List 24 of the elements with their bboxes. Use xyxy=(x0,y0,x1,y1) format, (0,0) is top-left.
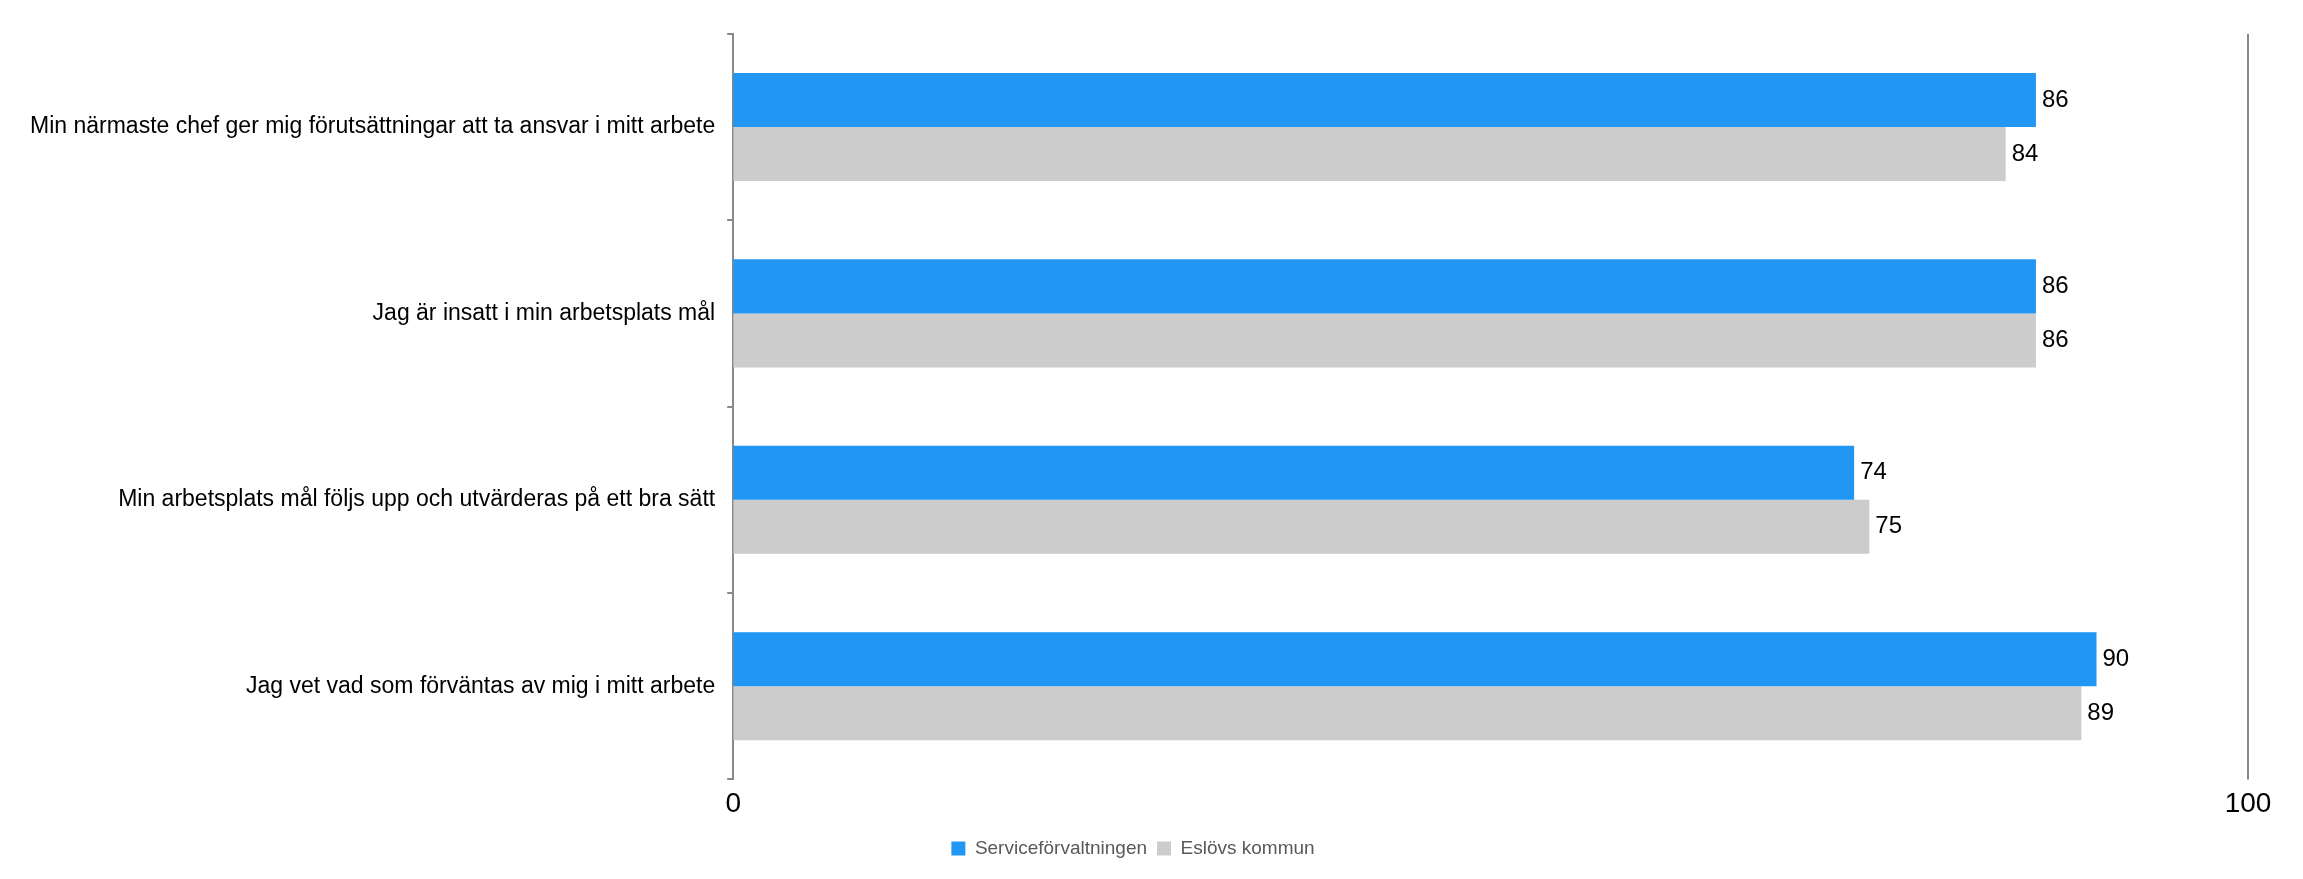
data-label: 86 xyxy=(2041,84,2069,112)
y-tick-label: Min närmaste chef ger mig förutsättningar att ta ansvar i mitt arbete xyxy=(29,112,716,139)
legend-label: Serviceförvaltningen xyxy=(974,836,1148,858)
y-tick-label: Jag är insatt i min arbetsplats mål xyxy=(372,298,716,325)
x-tick-label: 100 xyxy=(2224,786,2272,818)
data-label: 84 xyxy=(2011,138,2039,166)
data-label: 89 xyxy=(2087,697,2115,725)
x-tick-label: 0 xyxy=(725,786,741,818)
data-label: 86 xyxy=(2041,325,2069,353)
y-tick-label: Jag vet vad som förväntas av mig i mitt arbete xyxy=(246,671,716,698)
data-label: 75 xyxy=(1875,511,1902,539)
data-label: 90 xyxy=(2102,643,2130,671)
bar xyxy=(733,72,2036,127)
bar xyxy=(733,127,2006,182)
bar xyxy=(733,259,2036,314)
bar xyxy=(733,445,1855,500)
bar xyxy=(733,313,2036,368)
bar xyxy=(733,499,1870,554)
y-tick-label: Min arbetsplats mål följs upp och utvärderas på ett bra sätt xyxy=(118,485,716,512)
data-label: 74 xyxy=(1860,457,1887,485)
bar xyxy=(733,632,2097,687)
bar xyxy=(733,686,2082,741)
legend-label: Eslövs kommun xyxy=(1180,836,1315,858)
data-label: 86 xyxy=(2041,271,2069,298)
